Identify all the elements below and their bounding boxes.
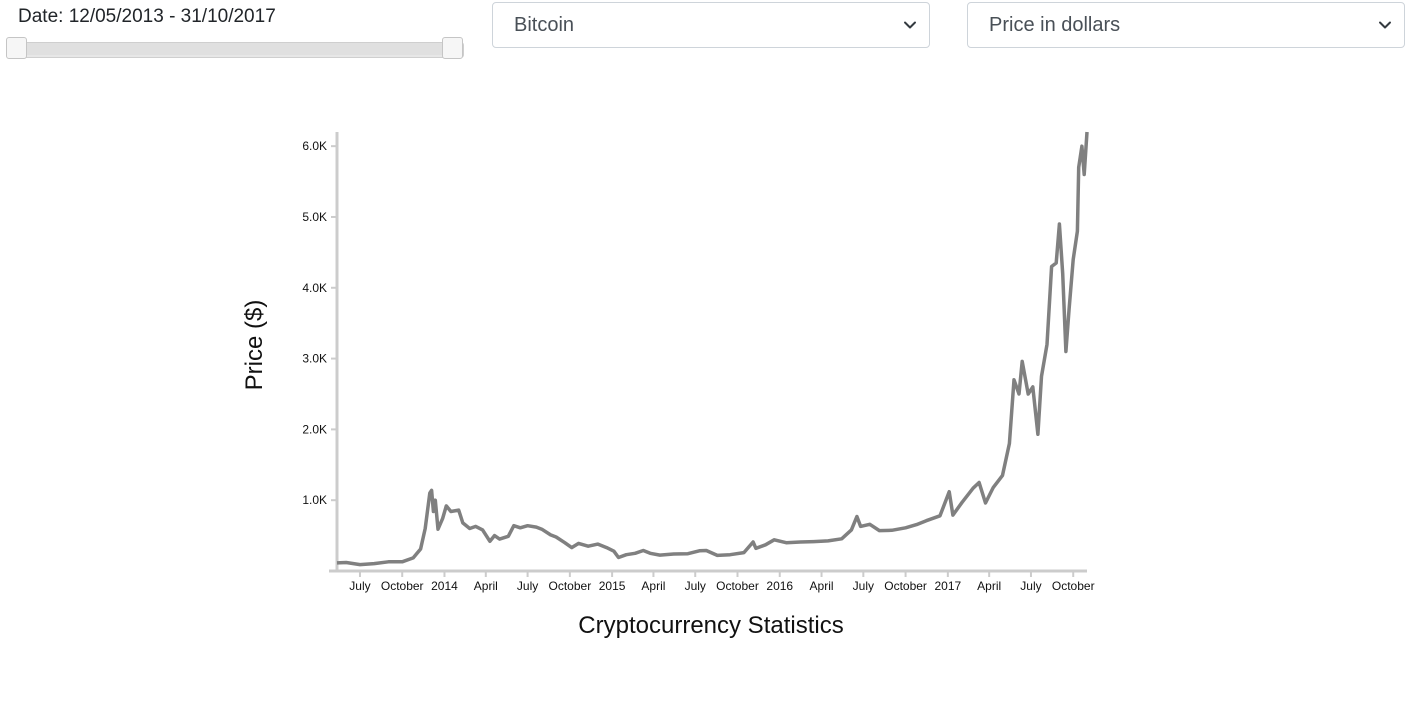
date-range-slider[interactable]: [6, 37, 464, 59]
currency-select[interactable]: Bitcoin: [492, 2, 930, 48]
y-axis-title: Price ($): [241, 300, 268, 391]
x-tick-label: April: [977, 579, 1001, 593]
x-tick-label: April: [641, 579, 665, 593]
x-tick-label: 2014: [431, 579, 458, 593]
x-tick-label: July: [517, 579, 538, 593]
price-series-line: [336, 131, 1089, 567]
x-tick-label: October: [716, 579, 759, 593]
x-tick-label: July: [1020, 579, 1041, 593]
slider-range: [18, 43, 454, 55]
y-tick-label: 4.0K: [302, 281, 327, 295]
y-tick-label: 2.0K: [302, 422, 327, 436]
chevron-down-icon: [1379, 21, 1391, 29]
x-tick-label: October: [884, 579, 927, 593]
x-tick-label: April: [810, 579, 834, 593]
x-tick-label: April: [474, 579, 498, 593]
x-tick-label: July: [853, 579, 874, 593]
chevron-down-icon: [904, 21, 916, 29]
x-tick-label: July: [349, 579, 370, 593]
slider-start-handle[interactable]: [6, 37, 27, 59]
currency-select-value: Bitcoin: [514, 13, 575, 36]
metric-select-value: Price in dollars: [989, 13, 1121, 36]
slider-end-handle[interactable]: [442, 37, 463, 59]
date-range-label: Date: 12/05/2013 - 31/10/2017: [18, 6, 276, 27]
y-tick-label: 3.0K: [302, 352, 327, 366]
x-tick-label: October: [381, 579, 424, 593]
y-tick-label: 1.0K: [302, 493, 327, 507]
x-tick-label: July: [685, 579, 706, 593]
x-tick-label: 2017: [934, 579, 961, 593]
x-tick-label: 2015: [599, 579, 626, 593]
y-tick-label: 5.0K: [302, 210, 327, 224]
x-tick-label: October: [549, 579, 592, 593]
y-tick-label: 6.0K: [302, 139, 327, 153]
metric-select[interactable]: Price in dollars: [967, 2, 1405, 48]
x-tick-label: 2016: [766, 579, 793, 593]
x-tick-label: October: [1052, 579, 1095, 593]
x-axis-title: Cryptocurrency Statistics: [578, 612, 843, 639]
